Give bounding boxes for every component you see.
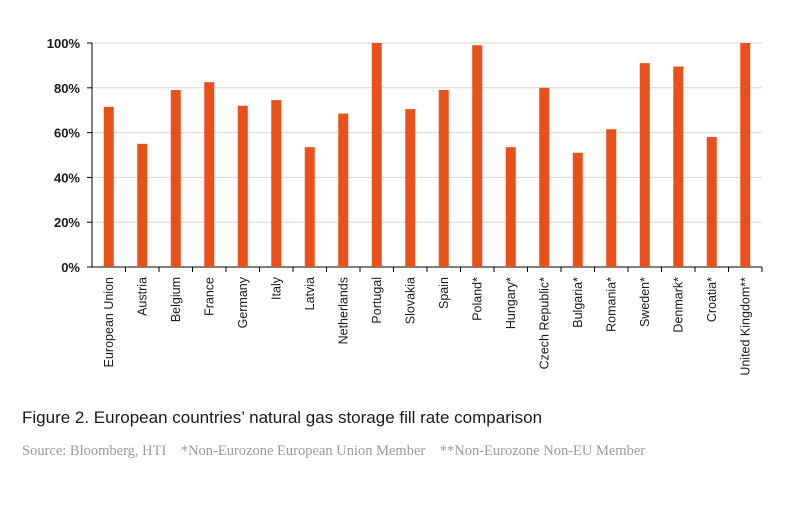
- bar: [237, 105, 248, 267]
- bar: [204, 82, 215, 267]
- bar: [170, 90, 181, 267]
- bar: [539, 87, 550, 267]
- x-tick-label: Hungary*: [504, 277, 518, 329]
- bar: [103, 106, 114, 267]
- bar-chart: 0% 20% 40% 60% 80% 100% European Union Austria B…: [47, 36, 763, 376]
- bar: [304, 147, 315, 267]
- x-tick-label: Slovakia: [403, 277, 417, 324]
- x-tick-label: Czech Republic*: [537, 277, 551, 370]
- x-tick-label: Italy: [269, 276, 283, 300]
- bar: [505, 147, 516, 267]
- x-tick-label: Latvia: [303, 277, 317, 310]
- bar: [271, 100, 282, 268]
- x-tick-label: Croatia*: [705, 277, 719, 322]
- y-tick-label: 60%: [54, 126, 80, 141]
- bar: [137, 143, 148, 267]
- bar: [740, 43, 751, 267]
- y-tick-label: 100%: [47, 36, 81, 51]
- footnote-eu-member: *Non-Eurozone European Union Member: [180, 443, 426, 459]
- bar: [572, 152, 583, 267]
- bar: [438, 90, 449, 267]
- x-tick-label: Netherlands: [336, 277, 350, 344]
- source-note: Source: Bloomberg, HTI *Non-Eurozone Eur…: [22, 440, 722, 463]
- bar: [405, 109, 416, 267]
- bar: [472, 45, 483, 267]
- y-tick-label: 80%: [54, 81, 80, 96]
- x-tick-label: Denmark*: [671, 277, 685, 333]
- bar: [606, 129, 617, 267]
- x-tick-label: Bulgaria*: [571, 277, 585, 328]
- x-tick-label: Romania*: [604, 277, 618, 332]
- x-tick-label: Germany: [236, 276, 250, 328]
- x-tick-label: Austria: [135, 277, 149, 316]
- x-tick-label: Belgium: [169, 277, 183, 322]
- x-tick-label: United Kingdom**: [738, 277, 752, 376]
- bar: [706, 137, 717, 267]
- footnote-non-eu-member: **Non-Eurozone Non-EU Member: [439, 443, 646, 459]
- x-tick-label: France: [202, 277, 216, 316]
- figure-caption: Figure 2. European countries’ natural ga…: [22, 408, 543, 427]
- x-tick-label: Poland*: [470, 277, 484, 321]
- x-tick-label: Portugal: [370, 277, 384, 324]
- y-tick-label: 40%: [54, 170, 80, 185]
- bar: [639, 63, 650, 267]
- source-text: Source: Bloomberg, HTI: [22, 443, 167, 459]
- bar: [371, 43, 382, 267]
- x-tick-label: Spain: [437, 277, 451, 309]
- y-tick-label: 0%: [61, 260, 80, 275]
- y-tick-label: 20%: [54, 215, 80, 230]
- bar: [338, 113, 349, 267]
- x-tick-label: Sweden*: [638, 277, 652, 327]
- bar: [673, 66, 684, 268]
- x-tick-label: European Union: [102, 277, 116, 367]
